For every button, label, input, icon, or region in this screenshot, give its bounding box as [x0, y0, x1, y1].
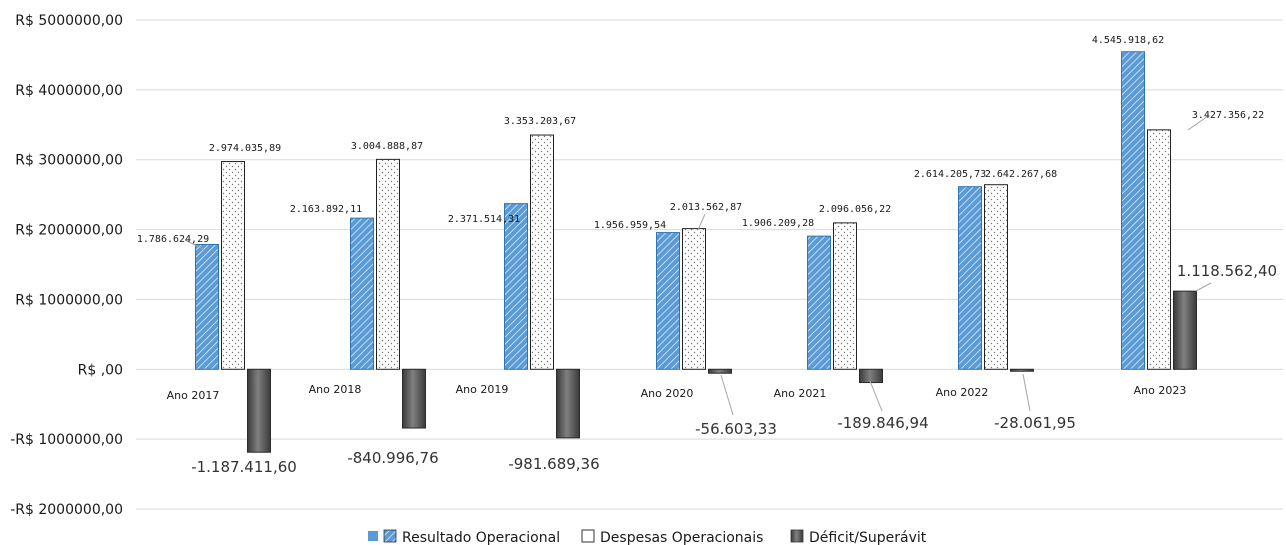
legend-label-deficit: Déficit/Superávit	[809, 530, 927, 545]
data-label-deficit: -981.689,36	[508, 455, 599, 473]
data-label-despesas: 3.427.356,22	[1192, 110, 1264, 121]
y-tick-label: -R$ 1000000,00	[10, 432, 123, 448]
data-label-resultado: 1.906.209,28	[742, 218, 814, 229]
x-axis-categories: Ano 2017 Ano 2018 Ano 2019 Ano 2020 Ano 2021…	[167, 383, 1187, 402]
legend-item-deficit: Déficit/Superávit	[790, 529, 927, 545]
bar-resultado	[195, 243, 219, 370]
bar-deficit	[708, 368, 732, 374]
plot-area: -R$ 2000000,00 -R$ 1000000,00 R$ ,00 R$ 100…	[10, 13, 1283, 518]
legend: Resultado Operacional Despesas Operacion…	[368, 529, 927, 545]
data-label-resultado: 2.163.892,11	[290, 204, 362, 215]
y-tick-label: R$ 5000000,00	[15, 13, 123, 29]
legend-swatch-deficit	[790, 529, 804, 543]
x-category-label: Ano 2019	[456, 383, 509, 396]
y-tick-label: R$ 3000000,00	[15, 153, 123, 169]
legend-marker-blue	[368, 531, 378, 541]
data-label-deficit: 1.118.562,40	[1177, 262, 1277, 280]
x-category-label: Ano 2023	[1134, 384, 1187, 397]
label-leader-line	[1195, 282, 1212, 292]
data-label-resultado: 2.614.205,73	[914, 169, 986, 180]
y-tick-label: R$ 2000000,00	[15, 223, 123, 239]
data-label-despesas: 2.642.267,68	[985, 169, 1057, 180]
bar-resultado	[1121, 51, 1145, 370]
data-labels: 1.786.624,29 2.163.892,11 2.371.514,31 1.95…	[137, 35, 1277, 476]
data-label-deficit: -28.061,95	[994, 414, 1076, 432]
label-leader-line	[720, 374, 734, 416]
bar-resultado	[350, 217, 374, 370]
data-label-deficit: -56.603,33	[695, 420, 777, 438]
bar-deficit	[247, 368, 271, 453]
bar-despesas	[530, 134, 554, 370]
bar-deficit	[402, 368, 426, 429]
x-category-label: Ano 2022	[936, 386, 989, 399]
data-label-despesas: 2.013.562,87	[670, 202, 742, 213]
bar-deficit	[556, 368, 580, 439]
label-leader-line	[1187, 115, 1209, 131]
y-tick-label: -R$ 2000000,00	[10, 502, 123, 518]
data-label-resultado: 1.786.624,29	[137, 234, 209, 245]
bar-resultado	[807, 235, 831, 370]
bar-resultado	[958, 186, 982, 370]
data-label-resultado: 4.545.918,62	[1092, 35, 1164, 46]
x-category-label: Ano 2018	[309, 383, 362, 396]
x-category-label: Ano 2020	[641, 387, 694, 400]
data-label-despesas: 2.974.035,89	[209, 143, 281, 154]
y-axis: -R$ 2000000,00 -R$ 1000000,00 R$ ,00 R$ 100…	[10, 13, 123, 518]
label-leader-line	[184, 239, 206, 251]
label-leader-line	[1022, 373, 1031, 412]
bar-despesas	[984, 184, 1008, 370]
label-leader-line	[697, 213, 706, 231]
legend-label-resultado: Resultado Operacional	[402, 530, 560, 545]
data-label-resultado: 1.956.959,54	[594, 220, 666, 231]
legend-label-despesas: Despesas Operacionais	[600, 530, 763, 545]
x-category-label: Ano 2021	[774, 387, 827, 400]
bar-despesas	[682, 228, 706, 370]
bar-despesas	[833, 222, 857, 370]
legend-item-despesas: Despesas Operacionais	[581, 529, 763, 545]
bar-resultado	[656, 232, 680, 370]
label-leader-lines	[184, 115, 1212, 416]
bar-resultado	[504, 203, 528, 370]
data-label-despesas: 3.353.203,67	[504, 116, 576, 127]
data-label-despesas: 3.004.888,87	[351, 141, 423, 152]
data-label-deficit: -189.846,94	[837, 414, 928, 432]
y-tick-label: R$ 4000000,00	[15, 83, 123, 99]
bar-despesas	[221, 161, 245, 370]
bar-despesas	[1147, 129, 1171, 370]
data-label-deficit: -840.996,76	[347, 449, 438, 467]
legend-swatch-resultado	[383, 529, 397, 543]
bars	[195, 51, 1197, 453]
bar-deficit	[1173, 290, 1197, 370]
y-tick-label: R$ ,00	[78, 362, 123, 378]
data-label-despesas: 2.096.056,22	[819, 204, 891, 215]
legend-item-resultado: Resultado Operacional	[383, 529, 560, 545]
bar-deficit	[1010, 368, 1034, 372]
data-label-resultado: 2.371.514,31	[448, 214, 520, 225]
data-label-deficit: -1.187.411,60	[191, 458, 297, 476]
bar-deficit	[859, 368, 883, 384]
x-category-label: Ano 2017	[167, 389, 220, 402]
legend-swatch-despesas	[581, 529, 595, 543]
bar-despesas	[376, 158, 400, 370]
label-leader-line	[869, 380, 883, 412]
y-tick-label: R$ 1000000,00	[15, 292, 123, 308]
